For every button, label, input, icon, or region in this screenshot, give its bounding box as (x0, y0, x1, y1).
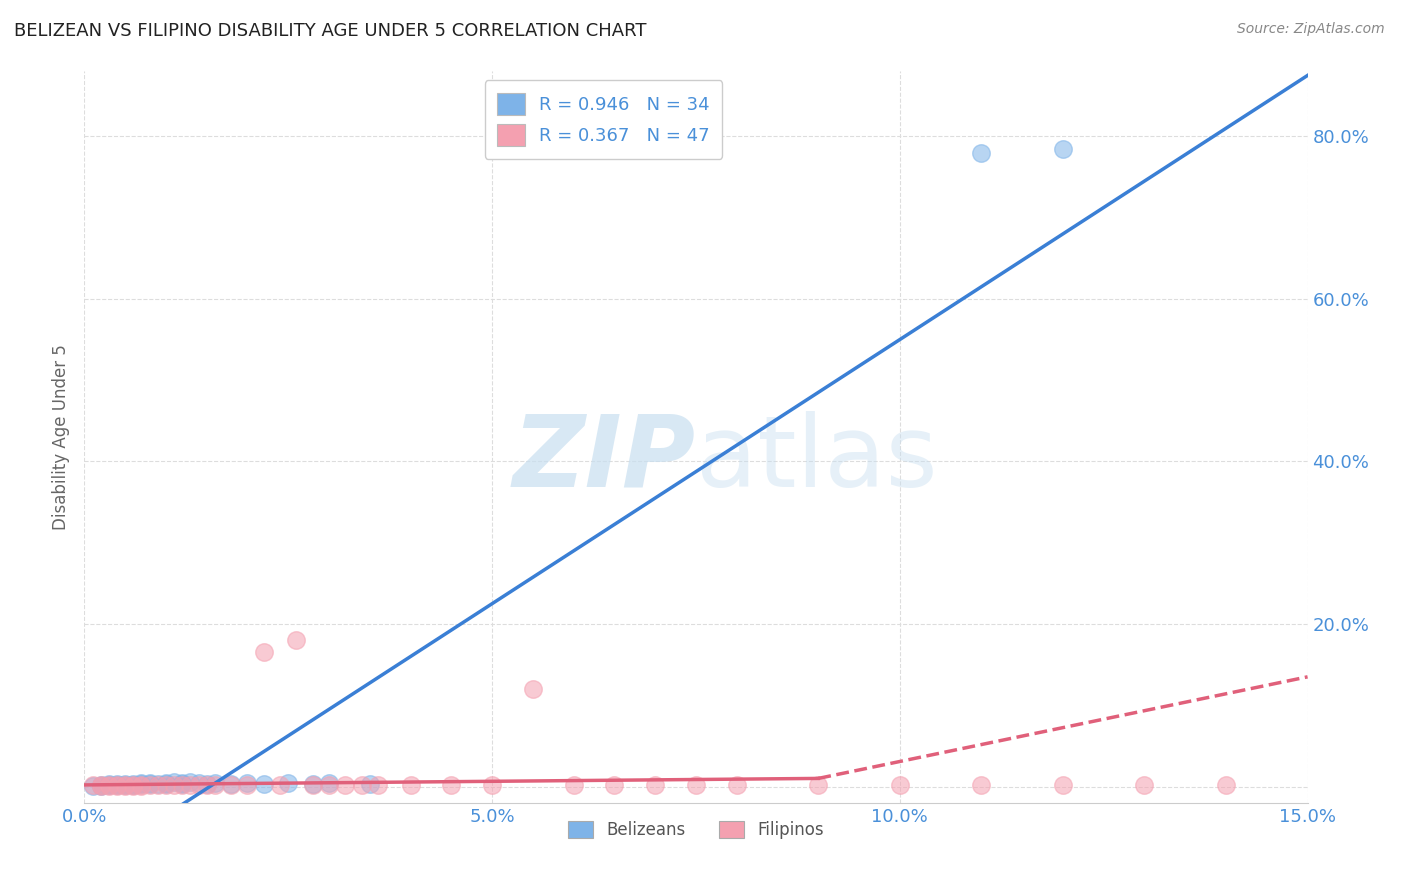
Point (187, 778, 209, 792)
Point (172, 777, 194, 791)
Point (163, 778, 186, 792)
Point (1215, 778, 1237, 792)
Point (204, 778, 226, 792)
Point (236, 776, 259, 790)
Text: ZIP: ZIP (513, 410, 696, 508)
Point (114, 779, 136, 793)
Text: Source: ZipAtlas.com: Source: ZipAtlas.com (1237, 22, 1385, 37)
Point (195, 778, 218, 792)
Point (269, 778, 291, 792)
Point (122, 778, 145, 792)
Point (172, 776, 194, 790)
Point (131, 779, 153, 793)
Point (725, 778, 748, 792)
Point (97, 778, 120, 792)
Point (97, 779, 120, 793)
Point (163, 775, 186, 789)
Point (82, 778, 104, 792)
Point (138, 776, 160, 790)
Point (204, 776, 226, 790)
Legend: Belizeans, Filipinos: Belizeans, Filipinos (561, 814, 831, 846)
Y-axis label: Disability Age Under 5: Disability Age Under 5 (52, 344, 70, 530)
Point (603, 778, 626, 792)
Point (131, 778, 153, 792)
Point (219, 777, 242, 791)
Point (277, 776, 299, 790)
Point (122, 779, 145, 793)
Point (146, 778, 169, 792)
Point (685, 778, 707, 792)
Point (889, 778, 911, 792)
Point (114, 777, 136, 791)
Point (807, 778, 830, 792)
Point (138, 777, 160, 791)
Point (131, 776, 153, 790)
Point (522, 681, 544, 696)
Point (97, 777, 120, 791)
Point (105, 779, 128, 793)
Point (285, 633, 308, 648)
Text: BELIZEAN VS FILIPINO DISABILITY AGE UNDER 5 CORRELATION CHART: BELIZEAN VS FILIPINO DISABILITY AGE UNDE… (14, 22, 647, 40)
Point (105, 777, 128, 791)
Point (105, 778, 128, 792)
Point (253, 645, 276, 659)
Point (253, 777, 276, 791)
Point (114, 778, 136, 792)
Point (187, 776, 209, 790)
Point (146, 777, 169, 791)
Point (179, 778, 201, 792)
Point (219, 778, 242, 792)
Point (301, 777, 323, 791)
Point (97, 778, 120, 792)
Point (90, 778, 112, 792)
Point (131, 777, 153, 791)
Point (1052, 142, 1074, 156)
Point (179, 775, 201, 789)
Point (90, 779, 112, 793)
Text: atlas: atlas (696, 410, 938, 508)
Point (105, 778, 128, 792)
Point (236, 778, 259, 792)
Point (122, 778, 145, 792)
Point (90, 779, 112, 793)
Point (155, 778, 177, 792)
Point (440, 778, 463, 792)
Point (644, 778, 666, 792)
Point (335, 778, 357, 792)
Point (318, 776, 340, 790)
Point (155, 776, 177, 790)
Point (155, 777, 177, 791)
Point (970, 778, 993, 792)
Point (350, 778, 373, 792)
Point (114, 778, 136, 792)
Point (82, 779, 104, 793)
Point (562, 778, 585, 792)
Point (172, 778, 194, 792)
Point (122, 777, 145, 791)
Point (399, 778, 422, 792)
Point (970, 145, 993, 160)
Point (195, 777, 218, 791)
Point (138, 778, 160, 792)
Point (90, 778, 112, 792)
Point (1052, 778, 1074, 792)
Point (318, 778, 340, 792)
Point (481, 778, 503, 792)
Point (1133, 778, 1156, 792)
Point (301, 778, 323, 792)
Point (359, 777, 381, 791)
Point (367, 778, 389, 792)
